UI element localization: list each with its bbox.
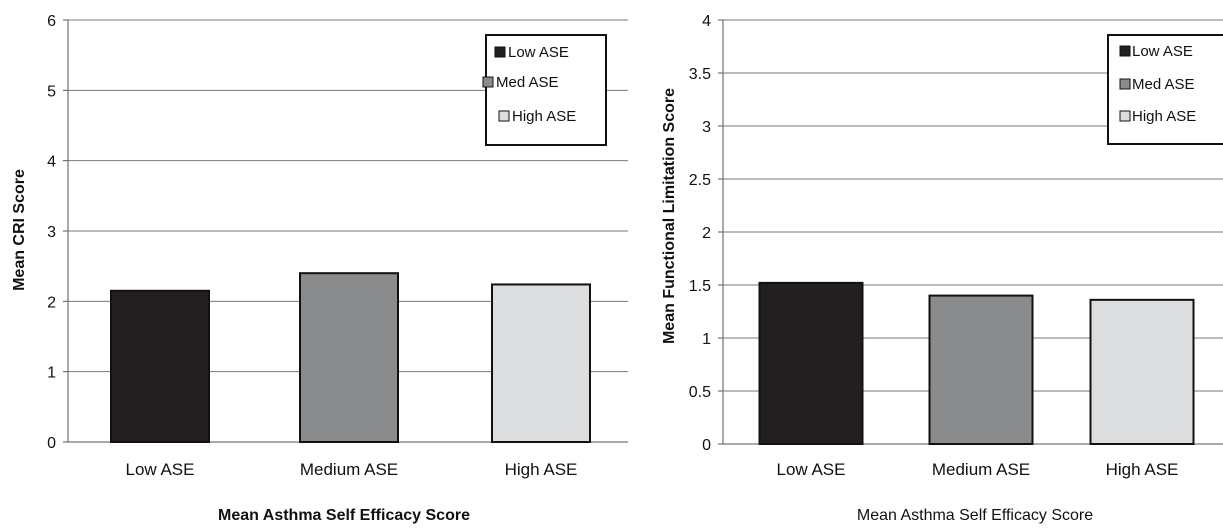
legend-swatch-high xyxy=(1119,110,1131,122)
x-axis-label: Mean Asthma Self Efficacy Score xyxy=(857,507,1093,524)
y-tick-label: 2 xyxy=(702,225,711,242)
legend-swatch-low xyxy=(494,46,506,58)
bar-low-ase xyxy=(110,289,210,443)
bars xyxy=(110,272,591,444)
y-tick-label: 2.5 xyxy=(689,172,711,189)
category-labels: Low ASE Medium ASE High ASE xyxy=(777,460,1179,479)
bar-low-ase xyxy=(758,281,864,445)
bars xyxy=(758,281,1195,445)
y-tick-label: 5 xyxy=(47,83,56,100)
legend-label-med: Med ASE xyxy=(496,74,559,91)
legend-label-low: Low ASE xyxy=(1132,43,1193,60)
y-tick-label: 3.5 xyxy=(689,66,711,83)
legend-box xyxy=(485,34,607,146)
chart-left: 0 1 2 3 4 5 6 Low ASE Medium ASE High ASE Mean C… xyxy=(11,13,628,524)
y-tick-label: 3 xyxy=(702,119,711,136)
y-tick-label: 0 xyxy=(702,437,711,454)
bar-medium-ase xyxy=(928,294,1034,445)
legend-swatch-high xyxy=(498,110,510,122)
y-axis-label: Mean Functional Limitation Score xyxy=(661,88,678,344)
bar-medium-ase xyxy=(299,272,399,444)
y-tick-labels: 0 0.5 1 1.5 2 2.5 3 3.5 4 xyxy=(689,13,711,454)
category-label: Low ASE xyxy=(126,460,195,479)
category-label: Low ASE xyxy=(777,460,846,479)
chart-right: 0 0.5 1 1.5 2 2.5 3 3.5 4 Low ASE Medium ASE High … xyxy=(661,13,1223,524)
category-label: Medium ASE xyxy=(300,460,398,479)
bar-high-ase xyxy=(1089,298,1195,445)
y-tick-labels: 0 1 2 3 4 5 6 xyxy=(47,13,56,452)
y-tick-label: 6 xyxy=(47,13,56,30)
y-tick-label: 1 xyxy=(702,331,711,348)
y-tick-label: 3 xyxy=(47,224,56,241)
y-tick-label: 1.5 xyxy=(689,278,711,295)
legend-label-low: Low ASE xyxy=(508,44,569,61)
y-tick-label: 0 xyxy=(47,435,56,452)
y-tick-label: 0.5 xyxy=(689,384,711,401)
legend-swatch-med xyxy=(482,76,494,88)
y-tick-label: 1 xyxy=(47,365,56,382)
legend-label-med: Med ASE xyxy=(1132,76,1195,93)
y-axis-label: Mean CRI Score xyxy=(11,169,28,291)
category-label: High ASE xyxy=(1106,460,1179,479)
category-labels: Low ASE Medium ASE High ASE xyxy=(126,460,578,479)
legend-swatch-low xyxy=(1119,45,1131,57)
category-label: High ASE xyxy=(505,460,578,479)
legend: Low ASE Med ASE High ASE xyxy=(482,34,607,146)
x-axis-label: Mean Asthma Self Efficacy Score xyxy=(218,507,470,524)
y-tick-label: 4 xyxy=(47,154,56,171)
category-label: Medium ASE xyxy=(932,460,1030,479)
legend-label-high: High ASE xyxy=(512,108,576,125)
bar-high-ase xyxy=(491,283,591,443)
legend: Low ASE Med ASE High ASE xyxy=(1107,34,1223,145)
y-tick-label: 2 xyxy=(47,294,56,311)
legend-swatch-med xyxy=(1119,78,1131,90)
y-tick-label: 4 xyxy=(702,13,711,30)
legend-label-high: High ASE xyxy=(1132,108,1196,125)
